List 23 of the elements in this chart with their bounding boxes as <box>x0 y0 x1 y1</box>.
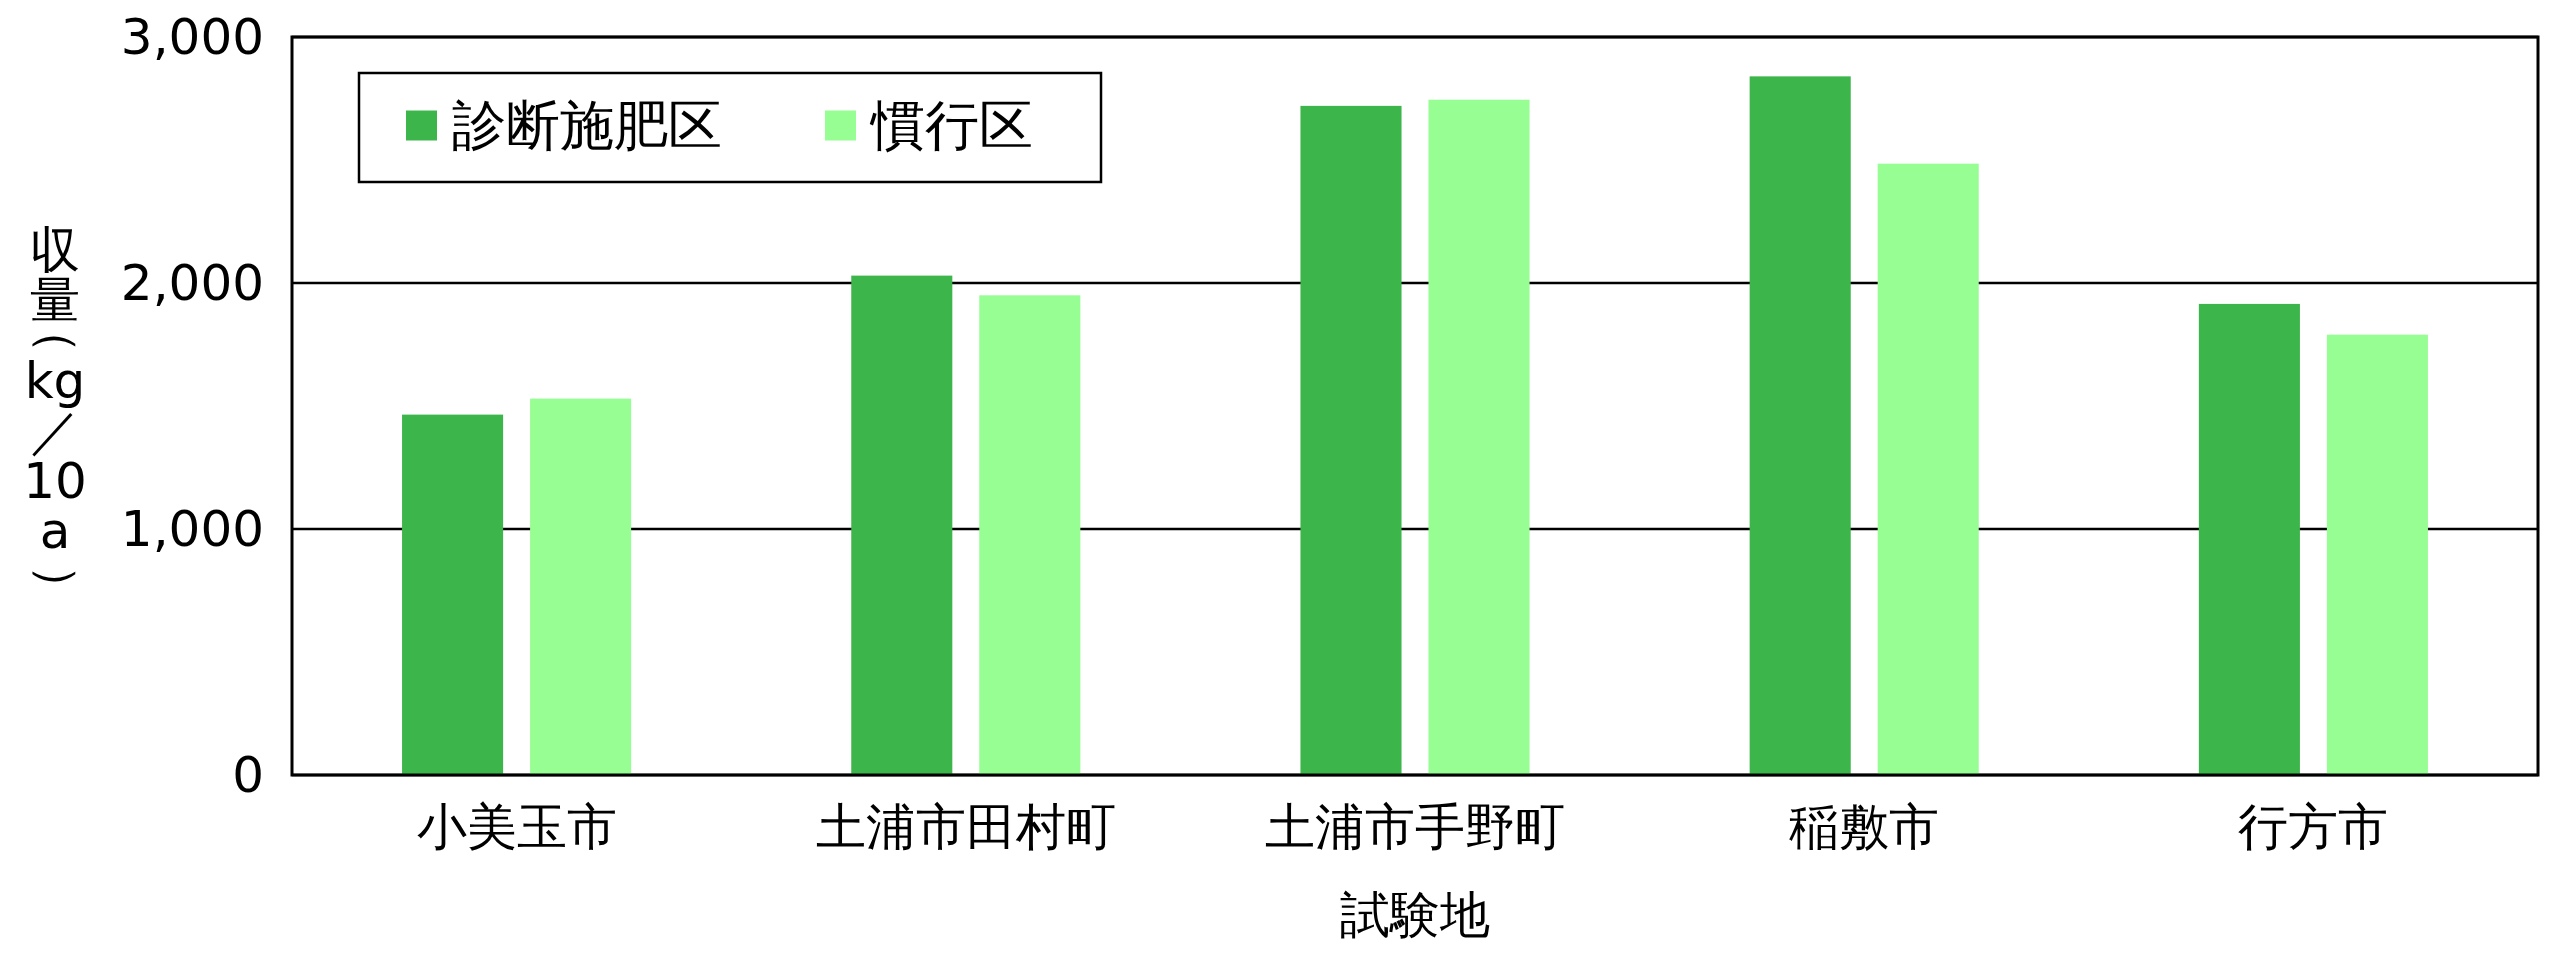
bar <box>2326 334 2428 775</box>
y-tick-label: 2,000 <box>120 254 264 312</box>
x-axis-title: 試験地 <box>1340 886 1490 944</box>
legend-label: 診断施肥区 <box>452 94 722 157</box>
bar <box>2198 303 2300 775</box>
bar <box>1300 105 1402 775</box>
bar <box>1749 76 1851 775</box>
x-tick-label: 稲敷市 <box>1789 798 1940 856</box>
bar <box>851 275 953 775</box>
bar <box>979 295 1081 775</box>
x-tick-label: 土浦市手野町 <box>1265 798 1565 856</box>
bar <box>402 414 504 775</box>
bar <box>1877 163 1979 775</box>
x-tick-label: 行方市 <box>2238 798 2389 856</box>
y-tick-label: 1,000 <box>120 500 264 558</box>
bar <box>1428 99 1530 775</box>
y-tick-label: 0 <box>232 746 264 804</box>
y-axis-title: 収量（kg／10a） <box>23 221 87 614</box>
legend-label: 慣行区 <box>869 94 1033 157</box>
x-tick-label: 土浦市田村町 <box>815 798 1116 856</box>
x-tick-label: 小美玉市 <box>416 798 617 856</box>
bar <box>530 398 632 775</box>
y-tick-label: 3,000 <box>120 8 264 66</box>
